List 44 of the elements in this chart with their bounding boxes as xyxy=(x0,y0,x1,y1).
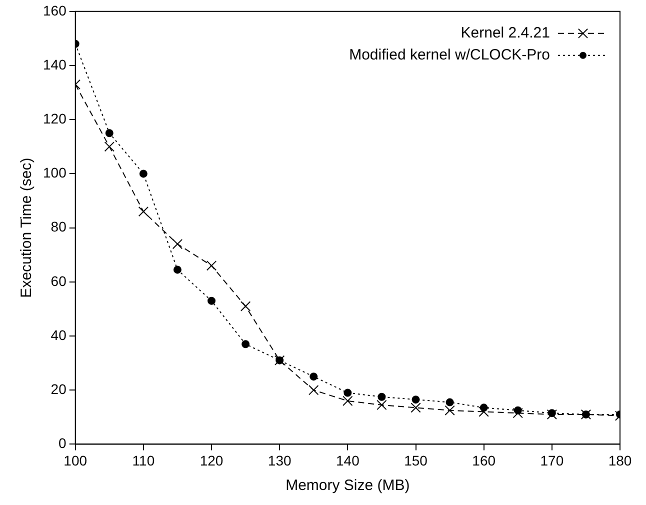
x-tick-label: 130 xyxy=(268,452,292,468)
y-tick-label: 140 xyxy=(43,56,67,72)
x-tick-label: 170 xyxy=(540,452,564,468)
y-tick-label: 120 xyxy=(43,110,67,126)
y-tick-label: 20 xyxy=(50,380,67,397)
point xyxy=(242,340,250,348)
point xyxy=(412,396,420,404)
y-tick-label: 40 xyxy=(50,326,67,343)
x-tick-label: 160 xyxy=(472,452,496,468)
point xyxy=(378,392,386,401)
point xyxy=(342,396,353,406)
y-tick-label: 100 xyxy=(43,164,67,181)
legend-label: Modified kernel w/CLOCK-Pro xyxy=(349,46,550,64)
point xyxy=(308,385,319,396)
point xyxy=(105,129,114,138)
point xyxy=(344,388,352,397)
point xyxy=(138,206,149,217)
point xyxy=(139,170,148,178)
x-tick-label: 120 xyxy=(200,452,224,468)
x-axis-title: Memory Size (MB) xyxy=(286,477,410,494)
point xyxy=(310,372,318,381)
point xyxy=(376,400,387,410)
point xyxy=(410,402,421,413)
point xyxy=(240,301,251,312)
point xyxy=(546,409,558,420)
y-axis-title: Execution Time (sec) xyxy=(18,158,36,298)
point xyxy=(173,266,182,274)
x-tick-label: 180 xyxy=(608,452,632,468)
point xyxy=(104,142,114,152)
point xyxy=(208,296,216,305)
legend-label: Kernel 2.4.21 xyxy=(460,24,550,42)
point xyxy=(172,238,183,250)
point xyxy=(206,260,217,271)
point xyxy=(444,405,455,416)
y-tick-label: 0 xyxy=(58,435,67,452)
x-tick-label: 100 xyxy=(64,452,88,468)
x-tick-label: 140 xyxy=(336,452,360,468)
point xyxy=(446,398,454,406)
x-tick-label: 110 xyxy=(132,452,155,468)
y-tick-label: 80 xyxy=(50,218,67,235)
y-tick-label: 60 xyxy=(50,272,67,289)
point xyxy=(478,406,489,417)
y-tick-label: 160 xyxy=(43,2,67,18)
x-tick-label: 150 xyxy=(404,452,428,468)
